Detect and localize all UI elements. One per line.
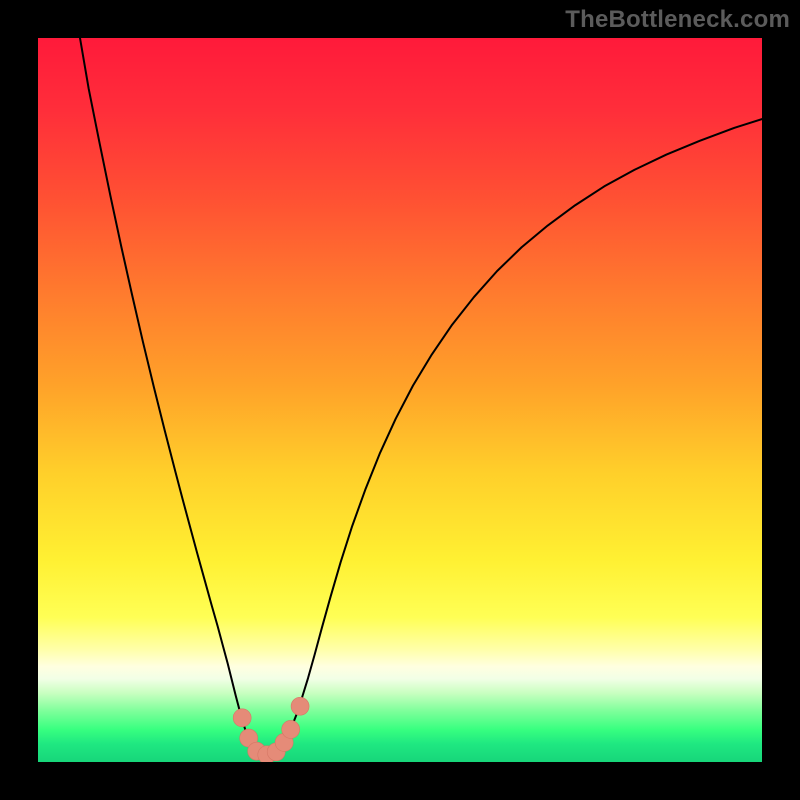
data-marker — [291, 697, 309, 715]
plot-area — [38, 38, 762, 762]
data-marker — [233, 709, 251, 727]
data-marker — [282, 720, 300, 738]
bottleneck-curve — [38, 38, 762, 762]
chart-container: TheBottleneck.com — [0, 0, 800, 800]
watermark-text: TheBottleneck.com — [565, 6, 790, 34]
